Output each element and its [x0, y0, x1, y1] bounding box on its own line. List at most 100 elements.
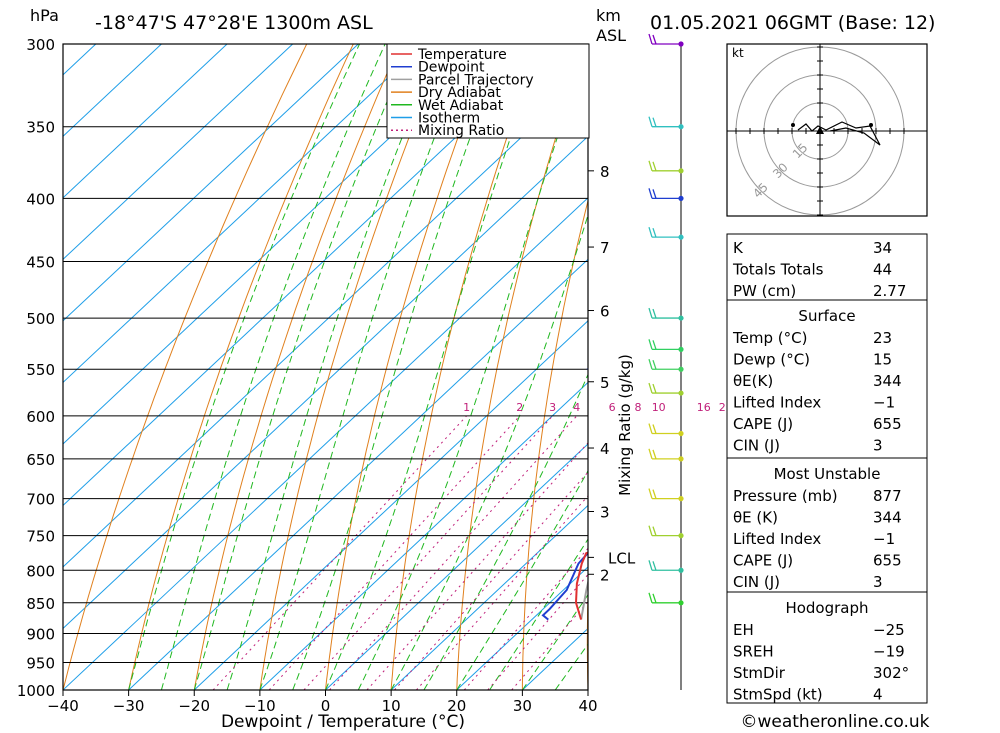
- x-tick-label: −40: [47, 697, 79, 715]
- isotherm-line: [63, 44, 359, 322]
- height-unit-asl: ASL: [596, 26, 626, 45]
- wet-adiabat-line: [259, 44, 472, 690]
- most-unstable-label: Pressure (mb): [733, 487, 838, 505]
- wind-barb: [648, 382, 681, 394]
- copyright: ©weatheronline.co.uk: [740, 712, 929, 732]
- wet-adiabat-line: [226, 44, 441, 690]
- x-tick-label: −20: [178, 697, 210, 715]
- dry-adiabat-line: [939, 44, 982, 690]
- wind-barb: [648, 525, 681, 537]
- wind-barb: [648, 488, 681, 500]
- x-tick-label: 20: [447, 697, 466, 715]
- hodograph-point: [869, 123, 873, 127]
- dewpoint-line: [541, 368, 588, 621]
- plot-area: [63, 44, 588, 690]
- wind-barb: [648, 423, 681, 435]
- surface-label: CIN (J): [733, 437, 780, 455]
- surface-value: 15: [873, 351, 892, 369]
- x-tick-label: −30: [113, 697, 145, 715]
- pressure-tick-label: 700: [26, 491, 55, 509]
- surface-label: Dewp (°C): [733, 351, 810, 369]
- table-box: [726, 591, 928, 704]
- table-box: [726, 233, 928, 301]
- pressure-unit-label: hPa: [30, 6, 59, 25]
- wind-barb: [648, 359, 681, 370]
- wind-profile: [648, 33, 684, 690]
- isotherm-line: [63, 44, 556, 507]
- legend-entry: Temperature: [417, 47, 507, 63]
- wind-barb: [648, 160, 681, 172]
- pressure-tick-label: 450: [26, 254, 55, 272]
- height-tick-label: 7: [600, 239, 610, 257]
- height-tick-label: 6: [600, 303, 610, 321]
- most-unstable-label: θE (K): [733, 509, 778, 527]
- wet-adiabat-line: [357, 44, 588, 690]
- hodograph-table-value: 4: [873, 686, 883, 704]
- x-tick-label: 10: [382, 697, 401, 715]
- isotherm-line: [63, 135, 588, 630]
- surface-value: 344: [873, 372, 902, 390]
- index-label: PW (cm): [733, 282, 796, 300]
- legend-entry: Dewpoint: [418, 60, 485, 76]
- index-label: K: [733, 239, 744, 257]
- table-box: [726, 299, 928, 459]
- mixing-ratio-tick-label: 6: [609, 401, 616, 414]
- most-unstable-label: CIN (J): [733, 573, 780, 591]
- index-value: 2.77: [873, 282, 906, 300]
- wet-adiabat-line: [160, 44, 386, 690]
- mixing-ratio-line: [329, 415, 578, 690]
- legend-entry: Wet Adiabat: [418, 98, 504, 114]
- pressure-tick-label: 350: [26, 119, 55, 137]
- dry-adiabat-line: [650, 44, 725, 690]
- isotherm-line: [63, 44, 228, 199]
- hodograph-table-value: −19: [873, 643, 905, 661]
- hodograph-table-title: Hodograph: [785, 599, 868, 617]
- height-tick-label: 2: [600, 566, 610, 584]
- axes-layer: 3003504004505005506006507007508008509009…: [17, 36, 636, 715]
- pressure-tick-label: 400: [26, 190, 55, 208]
- most-unstable-value: −1: [873, 530, 895, 548]
- series-layer: [541, 368, 588, 621]
- pressure-tick-label: 550: [26, 361, 55, 379]
- storm-motion-marker: [816, 126, 824, 134]
- x-tick-label: 0: [321, 697, 331, 715]
- chart-title: -18°47'S 47°28'E 1300m ASL: [95, 12, 373, 34]
- mixing-ratio-line: [416, 495, 588, 690]
- mixing-ratio-tick-label: 3: [549, 401, 556, 414]
- x-tick-label: 40: [578, 697, 597, 715]
- wet-adiabat-line: [489, 538, 588, 690]
- wind-barb: [648, 560, 681, 571]
- height-tick-label: 3: [600, 503, 610, 521]
- isotherm-line: [63, 44, 425, 384]
- height-tick-label: 4: [600, 440, 610, 458]
- datetime-label: 01.05.2021 06GMT (Base: 12): [650, 12, 935, 34]
- mixing-ratio-axis-label: Mixing Ratio (g/kg): [616, 354, 634, 496]
- pressure-tick-label: 750: [26, 528, 55, 546]
- surface-value: 23: [873, 329, 892, 347]
- mixing-ratio-line: [366, 442, 588, 690]
- isotherm-line: [128, 258, 588, 690]
- pressure-tick-label: 850: [26, 595, 55, 613]
- wind-barb: [648, 592, 681, 604]
- pressure-tick-label: 1000: [17, 682, 55, 700]
- wind-barb: [648, 307, 681, 319]
- isotherm-line: [325, 443, 588, 690]
- mixing-ratio-line: [212, 415, 467, 690]
- pressure-tick-label: 500: [26, 310, 55, 328]
- hodograph-unit: kt: [732, 46, 744, 60]
- surface-label: CAPE (J): [733, 415, 793, 433]
- most-unstable-value: 655: [873, 552, 902, 570]
- most-unstable-value: 3: [873, 573, 883, 591]
- isotherm-line: [193, 320, 588, 690]
- wind-barb: [648, 33, 681, 45]
- wet-adiabat-line: [456, 469, 588, 690]
- surface-value: −1: [873, 394, 895, 412]
- most-unstable-label: Lifted Index: [733, 530, 821, 548]
- mixing-ratio-tick-label: 10: [652, 401, 666, 414]
- x-tick-label: −10: [244, 697, 276, 715]
- isotherm-line: [456, 566, 588, 690]
- surface-label: Temp (°C): [732, 329, 807, 347]
